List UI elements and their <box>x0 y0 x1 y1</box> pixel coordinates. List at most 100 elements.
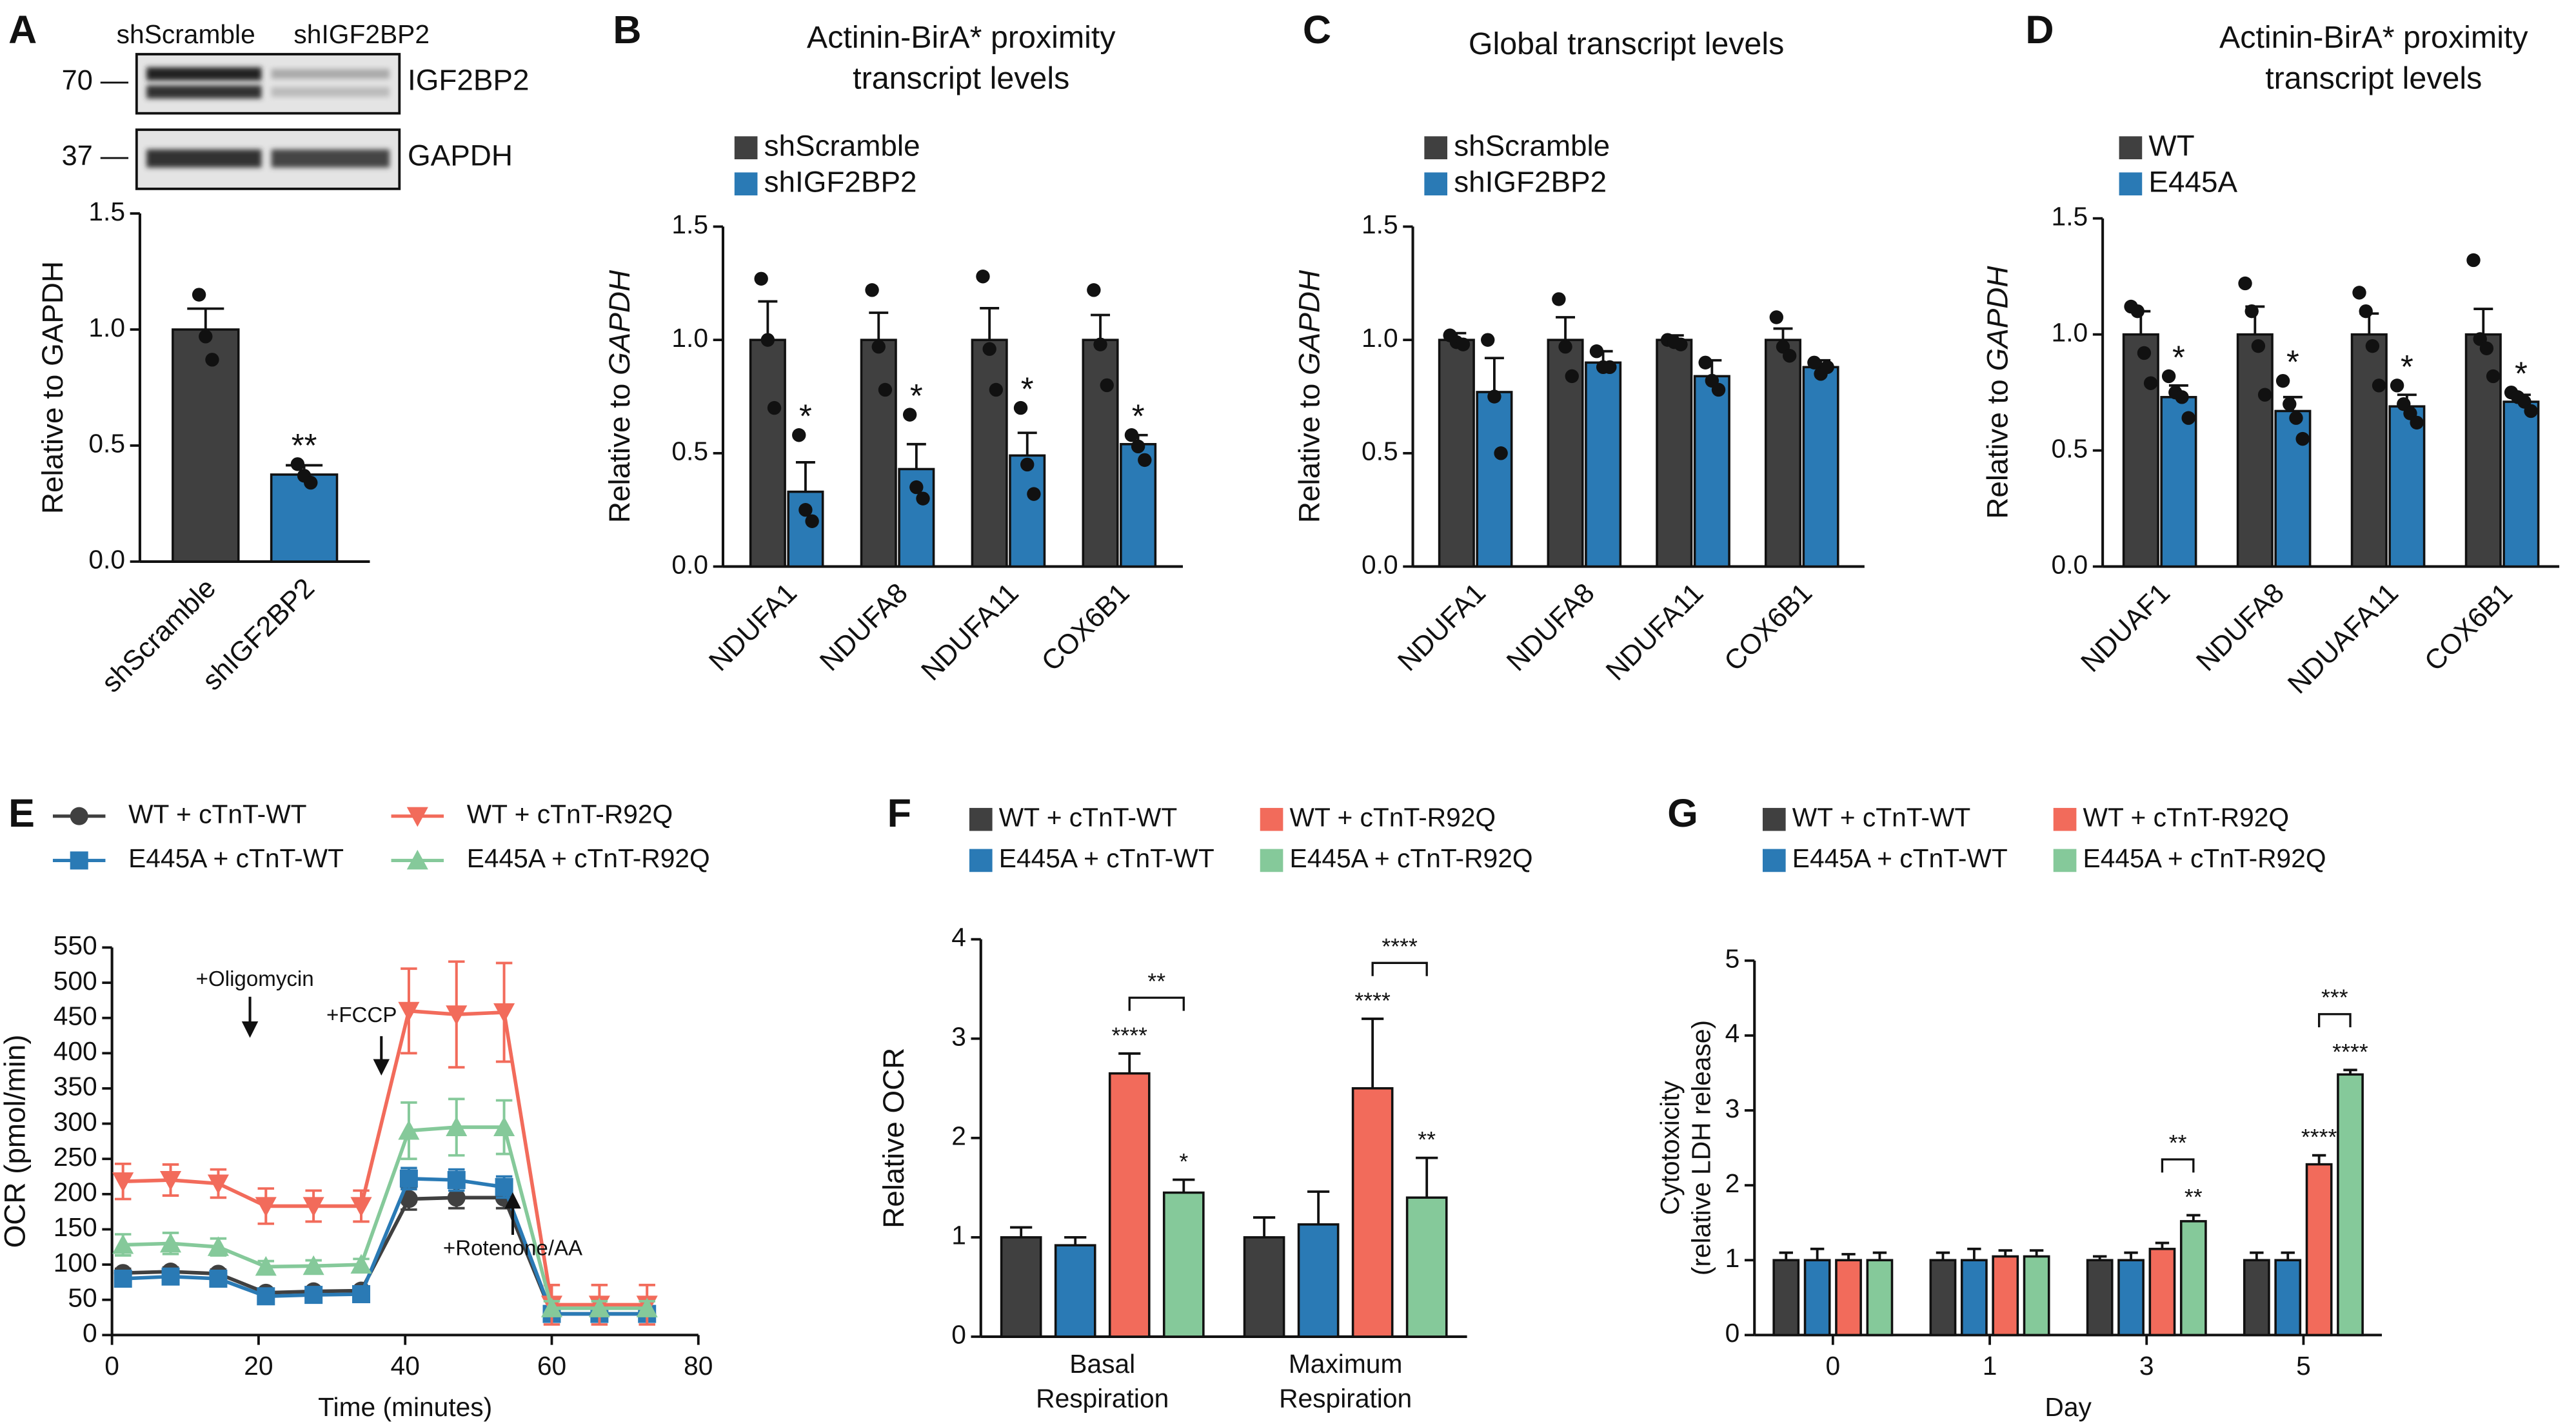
lane-label: shScramble <box>117 19 255 49</box>
data-point <box>1020 457 1035 472</box>
significance: **** <box>1354 988 1391 1014</box>
bar <box>1992 1255 2019 1337</box>
data-point <box>1769 310 1783 324</box>
legend-label: E445A + cTnT-R92Q <box>2083 843 2326 873</box>
data-point <box>2372 379 2386 393</box>
arrow-head <box>373 1059 390 1076</box>
panel-letter: A <box>8 8 37 52</box>
data-point <box>1013 400 1028 415</box>
bar <box>971 339 1008 568</box>
panel-letter: G <box>1667 791 1698 835</box>
data-point <box>1481 333 1495 347</box>
data-point <box>2244 304 2259 319</box>
bracket <box>2161 1158 2195 1173</box>
y-tick-label: 50 <box>68 1283 97 1313</box>
marker <box>398 1001 420 1022</box>
y-tick-label: 0.5 <box>2052 433 2088 463</box>
x-tick-label: COX6B1 <box>1036 577 1136 677</box>
legend-label: E445A + cTnT-R92Q <box>1290 843 1533 873</box>
annotation: +Oligomycin <box>196 967 314 991</box>
bar <box>1438 339 1475 568</box>
data-point <box>2410 415 2424 430</box>
bar <box>1693 375 1730 568</box>
marker <box>588 1297 610 1317</box>
bar <box>2236 333 2274 568</box>
x-tick-label: 0 <box>104 1351 119 1381</box>
significance: * <box>2401 348 2413 385</box>
data-point <box>805 514 819 528</box>
data-point <box>2479 341 2494 355</box>
data-point <box>2181 411 2195 425</box>
data-point <box>871 339 886 354</box>
legend-swatch <box>1424 172 1448 196</box>
marker <box>447 1188 466 1207</box>
data-point <box>2352 286 2366 300</box>
marker <box>302 1197 324 1217</box>
bar <box>1802 366 1839 568</box>
y-tick-label: 300 <box>54 1107 97 1136</box>
data-point <box>2466 253 2481 268</box>
bar <box>1656 339 1693 568</box>
data-point <box>754 271 768 286</box>
legend-label: shScramble <box>764 129 920 162</box>
marker <box>114 1269 132 1288</box>
bar <box>2274 1259 2302 1337</box>
legend-swatch <box>969 849 993 872</box>
data-point <box>767 400 782 415</box>
y-axis-label-text: Relative to <box>1981 379 2014 519</box>
data-point <box>2130 304 2145 319</box>
legend-swatch <box>1762 849 1786 872</box>
marker <box>447 1170 466 1189</box>
mw-marker: 70 — <box>62 65 129 96</box>
data-point <box>1100 378 1114 393</box>
data-point <box>1027 487 1041 501</box>
data-point <box>1603 360 1617 375</box>
bar <box>1764 339 1802 568</box>
panel-letter: E <box>8 791 35 835</box>
data-point <box>902 408 917 422</box>
bar <box>1162 1191 1205 1338</box>
legend-label: shScramble <box>1454 129 1610 162</box>
arrow-head <box>504 1192 521 1209</box>
marker <box>636 1297 658 1317</box>
chart-title-box: Actinin-BirA* proximity transcript level… <box>807 21 1116 96</box>
bar <box>749 339 786 568</box>
y-tick-label: 0.5 <box>671 437 708 466</box>
data-point <box>1558 339 1572 354</box>
bar <box>1000 1236 1042 1338</box>
bar <box>2117 1259 2145 1337</box>
bar <box>2305 1163 2333 1337</box>
x-tick-label: 3 <box>2139 1351 2154 1381</box>
significance: * <box>2286 344 2299 380</box>
marker <box>398 1119 420 1140</box>
marker <box>495 1177 513 1196</box>
significance: * <box>1132 398 1145 435</box>
data-point <box>1131 439 1145 454</box>
data-point <box>1138 453 1152 467</box>
bar <box>1243 1236 1285 1338</box>
y-tick-label: 1.5 <box>2052 201 2088 231</box>
legend-swatch <box>734 172 758 196</box>
data-point <box>982 342 996 356</box>
data-point <box>1494 446 1508 460</box>
bar <box>1476 391 1513 568</box>
data-point <box>989 382 1004 397</box>
legend-swatch <box>2053 807 2077 831</box>
significance: * <box>2172 339 2185 375</box>
data-point <box>2238 276 2252 291</box>
x-tick-label: 5 <box>2296 1351 2311 1381</box>
legend-marker <box>406 807 428 827</box>
significance: * <box>1179 1148 1188 1174</box>
data-point <box>760 333 775 347</box>
y-tick-label: 0.0 <box>88 545 125 575</box>
annotation: +FCCP <box>326 1003 397 1027</box>
marker <box>209 1269 228 1288</box>
bar <box>270 473 339 563</box>
panel-letter: D <box>2025 8 2054 52</box>
y-tick-label: 550 <box>54 930 97 960</box>
significance: * <box>910 377 923 414</box>
y-tick-label: 1.5 <box>1362 210 1398 239</box>
data-point <box>192 288 206 302</box>
marker <box>350 1254 372 1274</box>
legend-swatch <box>2119 136 2143 160</box>
